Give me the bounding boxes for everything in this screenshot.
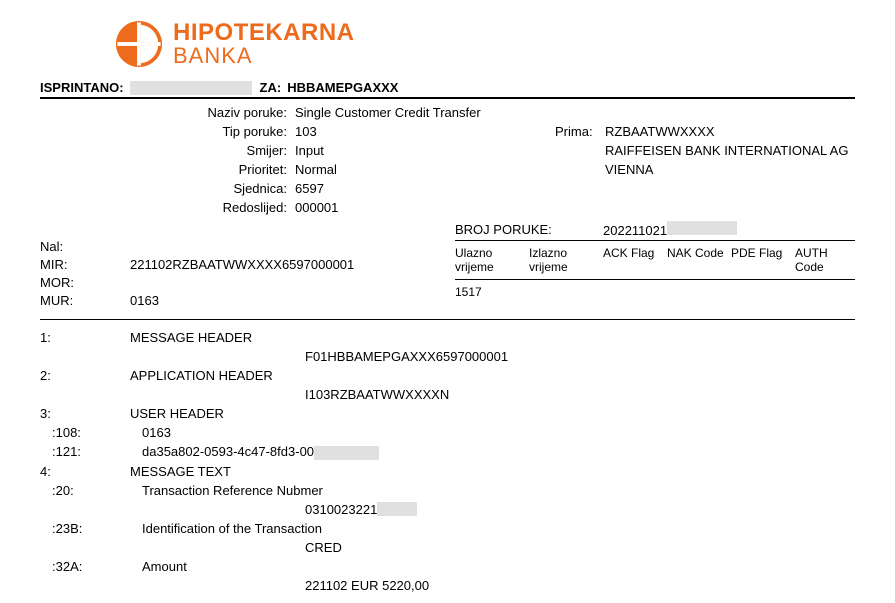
val-108: 0163 [142, 425, 855, 440]
block2-tag: 2: [40, 368, 130, 383]
redacted-print-value [130, 81, 252, 95]
redoslijed-label: Redoslijed: [40, 200, 295, 215]
logo-text: HIPOTEKARNA BANKA [173, 21, 355, 67]
sjednica-label: Sjednica: [40, 181, 295, 196]
ulazno-value: 1517 [455, 285, 525, 299]
right-column: BROJ PORUKE: 202211021 Ulazno vrijeme Iz… [455, 221, 855, 302]
val-23b: CRED [305, 540, 342, 555]
divider [455, 240, 855, 241]
message-body: 1: MESSAGE HEADER F01HBBAMEPGAXXX6597000… [40, 330, 855, 593]
broj-prefix: 20221102 [603, 223, 660, 238]
divider [40, 97, 855, 99]
mir-value: 221102RZBAATWWXXXX6597000001 [130, 257, 445, 272]
logo-line1: HIPOTEKARNA [173, 21, 355, 45]
sjednica-value: 6597 [295, 181, 555, 196]
status-columns-header: Ulazno vrijeme Izlazno vrijeme ACK Flag … [455, 243, 855, 277]
block2-value: I103RZBAATWWXXXXN [305, 387, 449, 402]
broj-value: 202211021 [603, 221, 737, 238]
block2-label: APPLICATION HEADER [130, 368, 855, 383]
col-pde: PDE Flag [731, 246, 791, 274]
mor-label: MOR: [40, 275, 130, 290]
smijer-value: Input [295, 143, 555, 158]
block3-label: USER HEADER [130, 406, 855, 421]
lab-23b: Identification of the Transaction [142, 521, 855, 536]
divider [455, 279, 855, 280]
col-ack: ACK Flag [603, 246, 663, 274]
block1-value: F01HBBAMEPGAXXX6597000001 [305, 349, 508, 364]
tag-108: :108: [40, 425, 142, 440]
val-20: 0310023221 [305, 502, 377, 517]
redacted-ref [377, 502, 417, 516]
mir-label: MIR: [40, 257, 130, 272]
block3-tag: 3: [40, 406, 130, 421]
lab-20: Transaction Reference Nubmer [142, 483, 855, 498]
logo-line2: BANKA [173, 45, 355, 67]
lab-32a: Amount [142, 559, 855, 574]
smijer-label: Smijer: [40, 143, 295, 158]
naziv-label: Naziv poruke: [40, 105, 295, 120]
nal-label: Nal: [40, 239, 130, 254]
tip-label: Tip poruke: [40, 124, 295, 139]
tag-23b: :23B: [40, 521, 142, 536]
block1-label: MESSAGE HEADER [130, 330, 855, 345]
prima-label: Prima: [555, 124, 605, 139]
prima-city: VIENNA [605, 162, 855, 177]
document-page: HIPOTEKARNA BANKA ISPRINTANO: ZA: HBBAME… [0, 0, 895, 603]
block4-label: MESSAGE TEXT [130, 464, 855, 479]
mur-value: 0163 [130, 293, 445, 308]
print-header: ISPRINTANO: ZA: HBBAMEPGAXXX [40, 80, 855, 95]
tag-32a: :32A: [40, 559, 142, 574]
tip-value: 103 [295, 124, 555, 139]
bank-logo: HIPOTEKARNA BANKA [115, 20, 855, 68]
naziv-value: Single Customer Credit Transfer [295, 105, 555, 120]
col-auth: AUTH Code [795, 246, 855, 274]
status-columns-row: 1517 [455, 282, 855, 302]
isprintano-label: ISPRINTANO: [40, 80, 124, 95]
val-121-text: da35a802-0593-4c47-8fd3-00 [142, 444, 314, 459]
col-nak: NAK Code [667, 246, 727, 274]
za-label: ZA: [260, 80, 282, 95]
prioritet-value: Normal [295, 162, 555, 177]
prima-name: RAIFFEISEN BANK INTERNATIONAL AG [605, 143, 855, 158]
val-32a: 221102 EUR 5220,00 [305, 578, 429, 593]
block4-tag: 4: [40, 464, 130, 479]
za-value: HBBAMEPGAXXX [287, 80, 398, 95]
left-column: Nal: MIR:221102RZBAATWWXXXX6597000001 MO… [40, 221, 445, 311]
col-ulazno: Ulazno vrijeme [455, 246, 525, 274]
mid-section: Nal: MIR:221102RZBAATWWXXXX6597000001 MO… [40, 221, 855, 311]
tag-20: :20: [40, 483, 142, 498]
val-121: da35a802-0593-4c47-8fd3-00 [142, 444, 855, 460]
tag-121: :121: [40, 444, 142, 460]
logo-icon [115, 20, 163, 68]
redacted-uuid [314, 446, 379, 460]
broj-label: BROJ PORUKE: [455, 222, 603, 237]
divider [40, 319, 855, 320]
redoslijed-value: 000001 [295, 200, 555, 215]
block1-tag: 1: [40, 330, 130, 345]
message-meta: Naziv poruke: Single Customer Credit Tra… [40, 105, 855, 215]
redacted-broj [667, 221, 737, 235]
prioritet-label: Prioritet: [40, 162, 295, 177]
col-izlazno: Izlazno vrijeme [529, 246, 599, 274]
prima-bic: RZBAATWWXXXX [605, 124, 855, 139]
mur-label: MUR: [40, 293, 130, 308]
